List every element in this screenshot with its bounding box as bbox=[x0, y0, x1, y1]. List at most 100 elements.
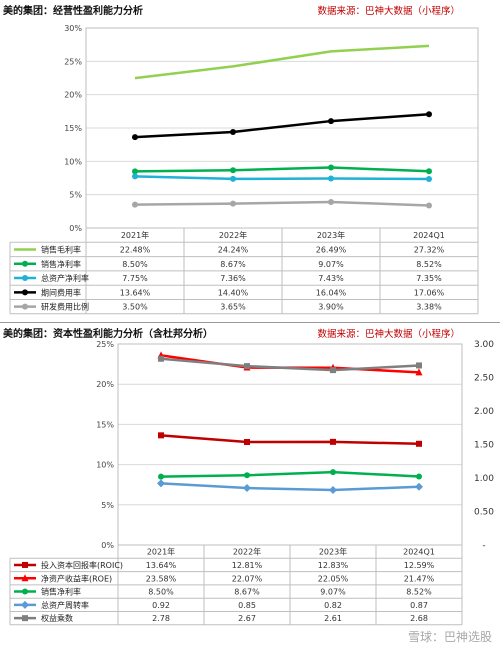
chart-2-legend-marker-4 bbox=[22, 615, 28, 622]
chart-1-data-label: 3.38% bbox=[416, 303, 442, 312]
chart-2-y-tick-label: 10% bbox=[96, 461, 114, 470]
chart-1-series-1-point bbox=[426, 168, 432, 175]
chart-2-series-2-line bbox=[160, 470, 420, 478]
chart-1-data-label: 7.43% bbox=[318, 274, 344, 283]
chart-2-category-label: 2024Q1 bbox=[403, 548, 435, 557]
chart-1-series-2-point bbox=[132, 173, 138, 180]
chart-2-legend-label-2: 销售净利率 bbox=[41, 587, 81, 597]
chart-1-data-label: 3.90% bbox=[318, 303, 344, 312]
chart-1-legend-marker-4 bbox=[22, 303, 28, 310]
chart-1-data-label: 14.40% bbox=[218, 288, 249, 297]
chart-2-category-label: 2022年 bbox=[233, 547, 261, 557]
chart-1-series-1-point bbox=[230, 167, 236, 174]
chart-2-data-label: 2.61 bbox=[324, 614, 342, 623]
chart-1-category-label: 2023年 bbox=[317, 230, 345, 240]
chart-2-series-2-point bbox=[416, 473, 422, 480]
chart-2-data-label: 9.07% bbox=[320, 588, 346, 597]
chart-2-series-3-point bbox=[157, 479, 165, 488]
chart-2-series-4-point bbox=[158, 355, 164, 362]
chart-2-data-label: 0.82 bbox=[324, 601, 342, 610]
chart-1-svg: 0% 5% 10% 15% 20% 25% 30% 2021年 2022年 2023年 2024Q1… bbox=[9, 24, 479, 315]
chart-2-series-2-point bbox=[330, 469, 336, 476]
chart-1-legend-label-2: 总资产净利率 bbox=[41, 273, 89, 283]
chart-1-data-label: 22.48% bbox=[120, 245, 151, 254]
chart-1-y-tick-label: 5% bbox=[69, 191, 82, 200]
chart-2-series-0-point bbox=[244, 439, 250, 446]
chart-2-y-tick-label: 25% bbox=[96, 340, 114, 349]
chart-1-series-4-point bbox=[230, 200, 236, 207]
chart-1-legend-marker-2 bbox=[22, 275, 28, 282]
chart-2-legend-label-1: 净资产收益率(ROE) bbox=[41, 573, 112, 583]
chart-2-series-0-point bbox=[416, 440, 422, 447]
chart-2-legend-label-4: 权益乘数 bbox=[41, 613, 73, 623]
chart-panel-2: 美的集团：资本性盈利能力分析（含杜邦分析） 数据来源：巴神大数据（小程序） 0%… bbox=[0, 323, 500, 651]
chart-2-series-4-point bbox=[416, 362, 422, 369]
chart-1-series-3-point bbox=[328, 118, 334, 125]
chart-2-category-label: 2021年 bbox=[147, 547, 175, 557]
chart-2-y2-tick-label: 2.00 bbox=[474, 407, 494, 417]
chart-1-category-label: 2024Q1 bbox=[413, 231, 445, 240]
chart-2-series-3-line bbox=[160, 482, 420, 492]
chart-2-data-label: 12.81% bbox=[232, 561, 263, 570]
chart-2-series-0-point bbox=[330, 438, 336, 445]
chart-1-series-2-point bbox=[426, 176, 432, 182]
chart-2-data-label: 0.92 bbox=[152, 601, 170, 610]
chart-1-category-label: 2022年 bbox=[219, 230, 247, 240]
chart-2-data-label: 8.67% bbox=[234, 588, 260, 597]
chart-1-series-4-point bbox=[328, 199, 334, 205]
chart-2-y-tick-label: 20% bbox=[96, 380, 114, 389]
chart-1-y-tick-label: 30% bbox=[64, 24, 82, 33]
chart-1-data-label: 8.52% bbox=[416, 260, 442, 269]
chart-2-series-1-line bbox=[160, 354, 420, 374]
chart-1-series-4-point bbox=[426, 202, 432, 209]
chart-2-legend-label-3: 总资产周转率 bbox=[41, 600, 89, 610]
chart-1-data-label: 26.49% bbox=[316, 245, 347, 254]
chart-2-data-label: 0.87 bbox=[410, 601, 428, 610]
chart-2-y2-tick-label: - bbox=[482, 541, 485, 551]
chart-2-data-label: 8.52% bbox=[406, 588, 432, 597]
chart-1-legend-label-0: 销售毛利率 bbox=[41, 244, 81, 254]
chart-2-legend-label-0: 投入资本回报率(ROIC) bbox=[41, 560, 123, 570]
chart-1-legend-marker-1 bbox=[22, 260, 28, 267]
chart-2-data-label: 8.50% bbox=[148, 588, 174, 597]
chart-1-series-2-point bbox=[328, 175, 334, 182]
chart-1-series-3-point bbox=[132, 134, 138, 141]
chart-1-y-tick-label: 10% bbox=[64, 157, 82, 166]
chart-2-y2-tick-label: 0.50 bbox=[474, 508, 494, 518]
panel-divider bbox=[0, 322, 500, 323]
chart-2-y2-tick-label: 2.50 bbox=[474, 374, 494, 384]
chart-1-series-2-line bbox=[134, 175, 430, 181]
chart-1-series-0-line bbox=[134, 44, 430, 80]
chart-1-data-label: 17.06% bbox=[414, 288, 445, 297]
chart-2-legend-marker-3 bbox=[21, 600, 29, 609]
chart-2-y-tick-label: 15% bbox=[96, 420, 114, 429]
chart-2-data-label: 0.85 bbox=[238, 601, 256, 610]
chart-1-y-tick-label: 0% bbox=[69, 224, 82, 233]
chart-2-series-3-point bbox=[243, 484, 251, 493]
chart-2-source: 数据来源：巴神大数据（小程序） bbox=[317, 329, 460, 340]
chart-2-series-3-point bbox=[415, 482, 423, 491]
chart-1-data-label: 7.36% bbox=[220, 274, 246, 283]
chart-2-series-2-point bbox=[158, 473, 164, 480]
chart-1-data-label: 9.07% bbox=[318, 260, 344, 269]
chart-2-data-label: 22.05% bbox=[318, 574, 349, 583]
chart-2-series-4-line bbox=[160, 357, 420, 372]
chart-2-y2-tick-label: 1.50 bbox=[474, 441, 494, 451]
chart-1-series-4-line bbox=[134, 200, 430, 207]
chart-2-data-label: 2.67 bbox=[238, 614, 256, 623]
chart-1-series-1-line bbox=[134, 166, 430, 173]
chart-1-data-label: 7.35% bbox=[416, 274, 442, 283]
chart-2-series-0-line bbox=[160, 434, 420, 446]
chart-1-series-3-point bbox=[426, 111, 432, 118]
chart-1-legend-label-3: 期间费用率 bbox=[41, 287, 81, 297]
chart-2-series-4-point bbox=[330, 367, 336, 374]
chart-2-y-tick-label: 5% bbox=[101, 501, 114, 510]
watermark: 雪球：巴神选股 bbox=[407, 630, 492, 644]
chart-1-series-1-point bbox=[328, 164, 334, 171]
chart-2-data-label: 2.78 bbox=[152, 614, 170, 623]
chart-1-data-label: 13.64% bbox=[120, 288, 151, 297]
chart-1-y-tick-label: 15% bbox=[64, 124, 82, 133]
chart-1-series-1-point bbox=[132, 168, 138, 175]
chart-2-data-label: 2.68 bbox=[410, 614, 428, 623]
chart-1-title: 美的集团：经营性盈利能力分析 bbox=[3, 6, 143, 17]
